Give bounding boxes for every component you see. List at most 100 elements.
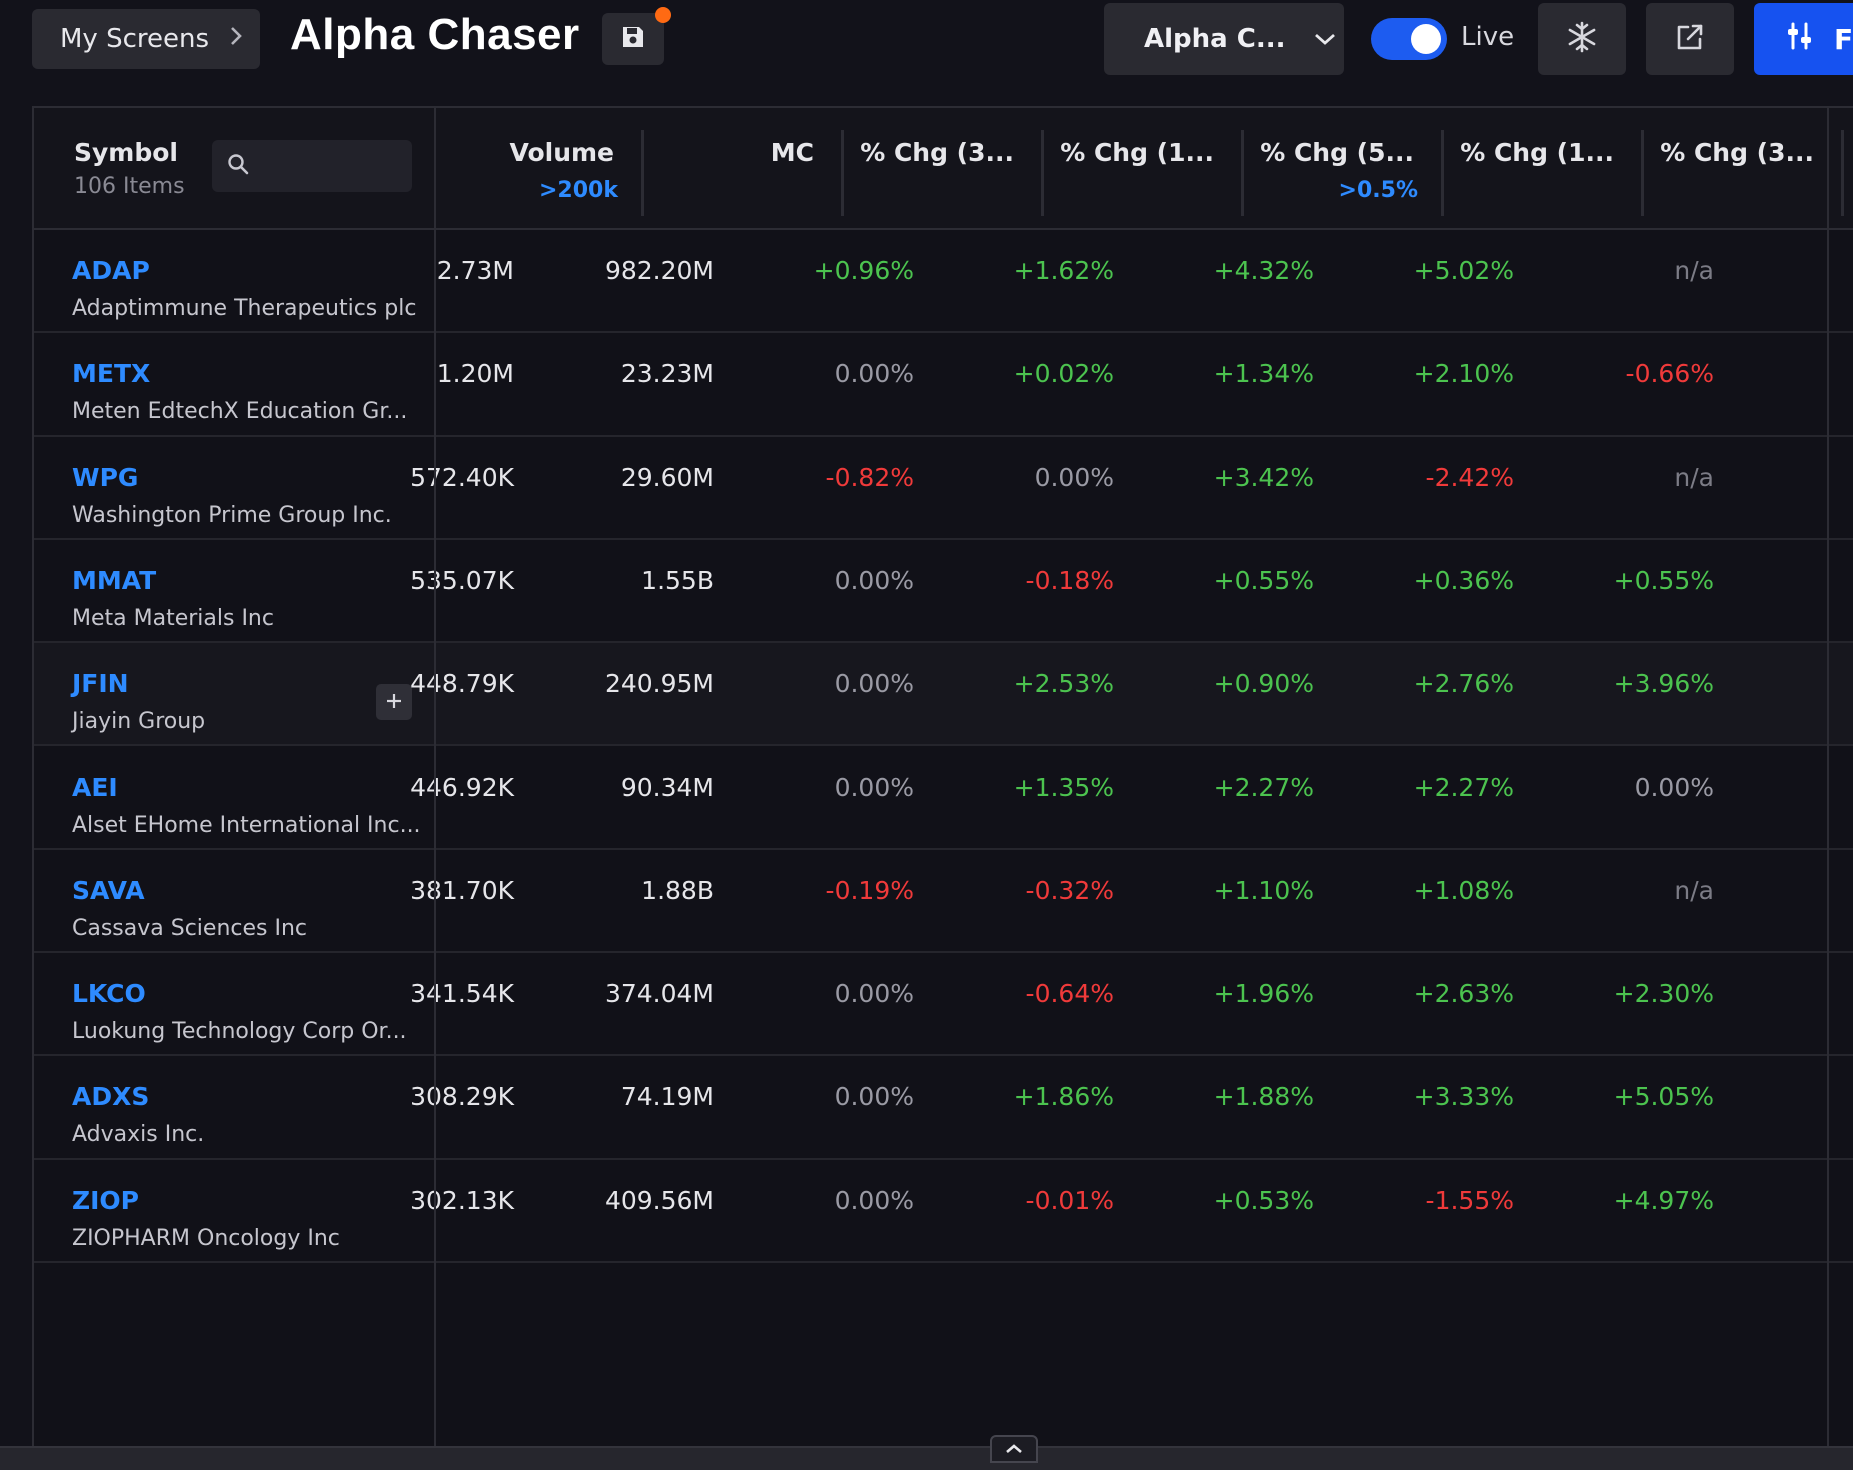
symbol-link[interactable]: ADAP: [72, 256, 150, 285]
market-cap-cell: 982.20M: [604, 256, 714, 285]
company-name: Advaxis Inc.: [72, 1122, 205, 1148]
pct-change-cell: +2.76%: [1413, 669, 1514, 699]
pct-change-cell: -1.55%: [1425, 1185, 1514, 1215]
pct-change-cell: 0.00%: [1034, 462, 1114, 492]
company-name: Cassava Sciences Inc: [72, 915, 308, 941]
column-divider[interactable]: [841, 130, 844, 216]
table-row[interactable]: ADAP Adaptimmune Therapeutics plc 2.73M 982…: [34, 230, 1853, 334]
pct-change-cell: +1.62%: [1013, 256, 1114, 285]
column-header-chg-3[interactable]: % Chg (5... >0.5%: [1244, 108, 1444, 228]
symbol-link[interactable]: MMAT: [72, 565, 157, 595]
table-row[interactable]: JFIN Jiayin Group 448.79K 240.95M 0.00% +2.53…: [34, 643, 1853, 747]
table-row[interactable]: SAVA Cassava Sciences Inc 381.70K 1.88B -0.1…: [34, 850, 1853, 954]
table-row[interactable]: ZIOP ZIOPHARM Oncology Inc 302.13K 409.56M 0…: [34, 1160, 1853, 1263]
column-divider[interactable]: [1041, 130, 1044, 216]
column-header-volume[interactable]: Volume >200k: [436, 108, 644, 228]
table-row[interactable]: AEI Alset EHome International Inc... 446.9…: [34, 747, 1853, 850]
column-divider[interactable]: [1241, 130, 1244, 216]
pct-change-cell: +1.86%: [1013, 1082, 1114, 1112]
pct-change-cell: 0.00%: [834, 1185, 914, 1215]
symbol-link[interactable]: ZIOP: [72, 1185, 140, 1215]
column-header-label: % Chg (3...: [1660, 138, 1814, 167]
column-divider[interactable]: [1641, 130, 1644, 216]
screen-select-dropdown[interactable]: Alpha C...: [1104, 3, 1344, 75]
table-row[interactable]: LKCO Luokung Technology Corp Or... 341.54K…: [34, 953, 1853, 1057]
live-toggle[interactable]: [1371, 18, 1447, 60]
bottom-panel-bar: [0, 1446, 1853, 1470]
company-name: ZIOPHARM Oncology Inc: [72, 1225, 340, 1251]
column-divider[interactable]: [1441, 130, 1444, 216]
pct-change-cell: +2.63%: [1413, 979, 1514, 1009]
symbol-column-header[interactable]: Symbol: [74, 138, 178, 167]
pct-change-cell: -0.64%: [1025, 979, 1114, 1009]
market-cap-cell: 90.34M: [620, 772, 714, 802]
item-count: 106 Items: [74, 174, 185, 199]
add-to-watchlist-button[interactable]: [376, 684, 412, 721]
popout-button[interactable]: [1646, 3, 1734, 75]
volume-cell: 381.70K: [410, 875, 514, 905]
company-name: Meten EdtechX Education Gr...: [72, 399, 408, 425]
pct-change-cell: +2.10%: [1413, 359, 1514, 389]
column-divider[interactable]: [1841, 130, 1844, 216]
table-row[interactable]: METX Meten EdtechX Education Gr... 1.20M 23…: [34, 333, 1853, 437]
symbol-search[interactable]: [212, 140, 412, 192]
save-icon: [620, 24, 646, 54]
pct-change-cell: -2.42%: [1425, 462, 1514, 492]
table-row[interactable]: WPG Washington Prime Group Inc. 572.40K 29.…: [34, 437, 1853, 540]
chevron-up-icon: [1004, 1440, 1024, 1459]
column-header-chg-1[interactable]: % Chg (3...: [844, 108, 1044, 228]
pct-change-cell: -0.19%: [825, 875, 914, 905]
symbol-link[interactable]: WPG: [72, 462, 139, 492]
symbol-link[interactable]: SAVA: [72, 875, 145, 905]
pct-change-cell: +3.96%: [1613, 669, 1714, 699]
symbol-link[interactable]: JFIN: [72, 669, 129, 699]
column-header-chg-4[interactable]: % Chg (1...: [1444, 108, 1644, 228]
company-name: Meta Materials Inc: [72, 605, 274, 631]
table-row[interactable]: ADXS Advaxis Inc. 308.29K 74.19M 0.00% +1.86%…: [34, 1056, 1853, 1160]
market-cap-cell: 29.60M: [620, 462, 714, 492]
pct-change-cell: 0.00%: [1634, 772, 1714, 802]
market-cap-cell: 23.23M: [620, 359, 714, 389]
pct-change-cell: n/a: [1674, 256, 1714, 285]
column-header-mc[interactable]: MC: [644, 108, 844, 228]
symbol-link[interactable]: LKCO: [72, 979, 146, 1009]
table-row[interactable]: MMAT Meta Materials Inc 535.07K 1.55B 0.00% -…: [34, 540, 1853, 644]
symbol-link[interactable]: AEI: [72, 772, 118, 802]
pct-change-cell: -0.01%: [1025, 1185, 1114, 1215]
column-divider[interactable]: [641, 130, 644, 216]
search-input[interactable]: [258, 153, 402, 179]
volume-cell: 2.73M: [436, 256, 514, 285]
column-header-label: Volume: [509, 138, 614, 167]
my-screens-button[interactable]: My Screens: [32, 9, 260, 69]
pct-change-cell: +1.35%: [1013, 772, 1114, 802]
pct-change-cell: 0.00%: [834, 565, 914, 595]
volume-cell: 535.07K: [410, 565, 514, 595]
column-header-chg-5[interactable]: % Chg (3...: [1644, 108, 1844, 228]
company-name: Washington Prime Group Inc.: [72, 502, 392, 528]
table-right-edge: [1827, 106, 1829, 1446]
company-name: Luokung Technology Corp Or...: [72, 1019, 407, 1045]
volume-cell: 572.40K: [410, 462, 514, 492]
volume-cell: 446.92K: [410, 772, 514, 802]
symbol-link[interactable]: ADXS: [72, 1082, 150, 1112]
expand-panel-button[interactable]: [990, 1435, 1038, 1463]
market-cap-cell: 1.55B: [641, 565, 714, 595]
save-button[interactable]: [602, 13, 664, 65]
pct-change-cell: +3.33%: [1413, 1082, 1514, 1112]
filters-button[interactable]: Fi: [1754, 3, 1853, 75]
column-header-chg-2[interactable]: % Chg (1...: [1044, 108, 1244, 228]
column-filter-badge: >0.5%: [1338, 178, 1418, 203]
company-name: Adaptimmune Therapeutics plc: [72, 296, 417, 321]
pct-change-cell: +4.97%: [1613, 1185, 1714, 1215]
market-cap-cell: 1.88B: [641, 875, 714, 905]
pct-change-cell: +5.05%: [1613, 1082, 1714, 1112]
pct-change-cell: 0.00%: [834, 359, 914, 389]
column-header-label: % Chg (1...: [1460, 138, 1614, 167]
freeze-button[interactable]: [1538, 3, 1626, 75]
pct-change-cell: +3.42%: [1213, 462, 1314, 492]
column-filter-badge: >200k: [539, 178, 618, 203]
pct-change-cell: +0.96%: [813, 256, 914, 285]
live-label: Live: [1461, 22, 1515, 52]
symbol-link[interactable]: METX: [72, 359, 151, 389]
column-header-label: MC: [770, 138, 814, 167]
